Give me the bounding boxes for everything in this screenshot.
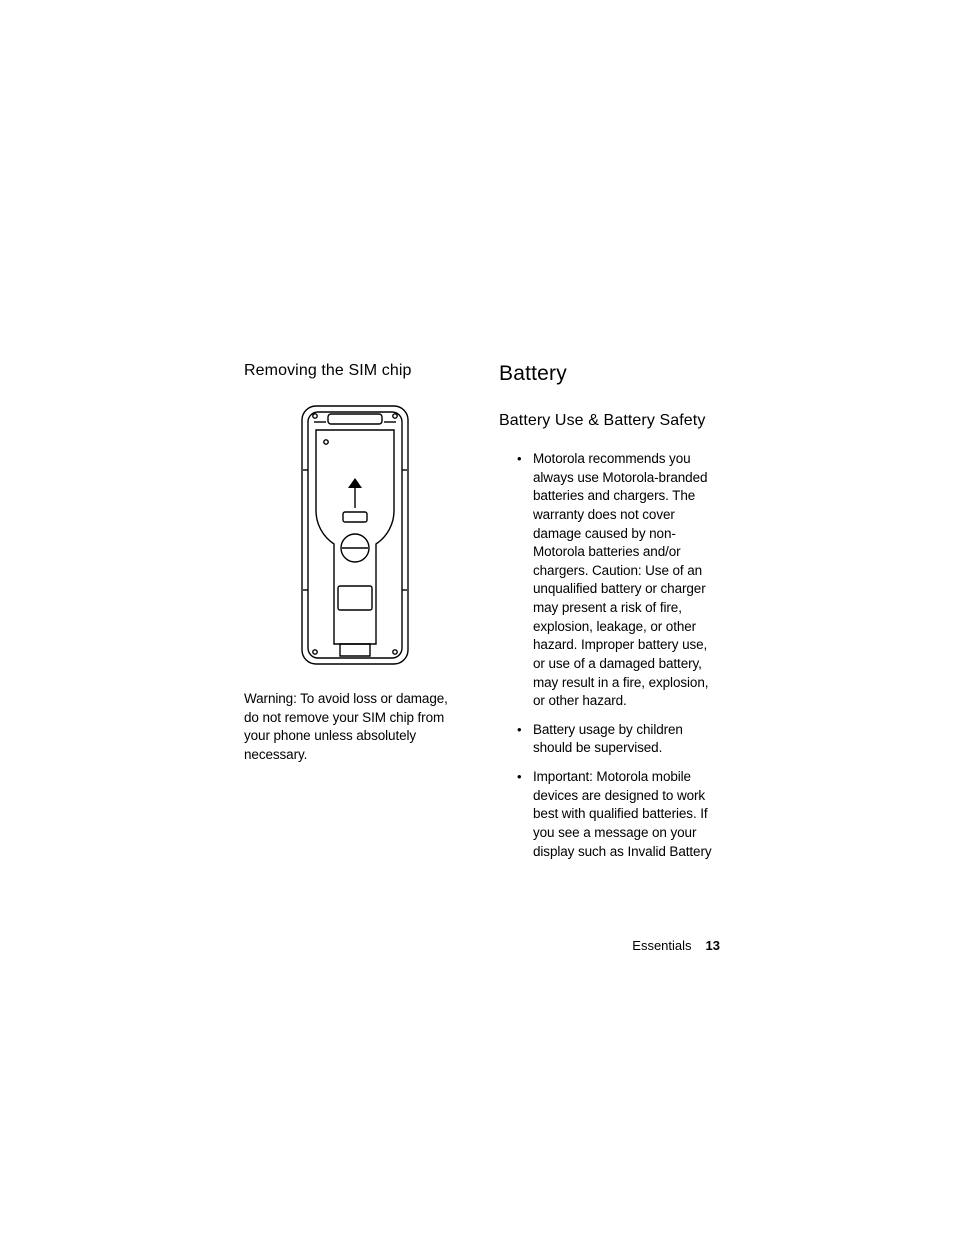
page-footer: Essentials 13: [500, 938, 720, 953]
footer-section: Essentials: [632, 938, 691, 953]
footer-page-number: 13: [706, 938, 720, 953]
bullet-item: Battery usage by children should be supe…: [533, 721, 720, 758]
bullet-item: Motorola recommends you always use Motor…: [533, 450, 720, 711]
battery-bullet-list: Motorola recommends you always use Motor…: [499, 450, 720, 861]
sim-warning-text: Warning: To avoid loss or damage, do not…: [244, 690, 465, 765]
sim-diagram: [244, 400, 465, 668]
battery-heading: Battery: [499, 362, 720, 386]
sim-heading: Removing the SIM chip: [244, 362, 465, 380]
phone-back-illustration: [300, 400, 410, 668]
bullet-item: Important: Motorola mobile devices are d…: [533, 768, 720, 861]
battery-subheading: Battery Use & Battery Safety: [499, 412, 720, 430]
left-column: Removing the SIM chip: [244, 362, 465, 871]
right-column: Battery Battery Use & Battery Safety Mot…: [499, 362, 720, 871]
page-content: Removing the SIM chip: [244, 362, 720, 871]
